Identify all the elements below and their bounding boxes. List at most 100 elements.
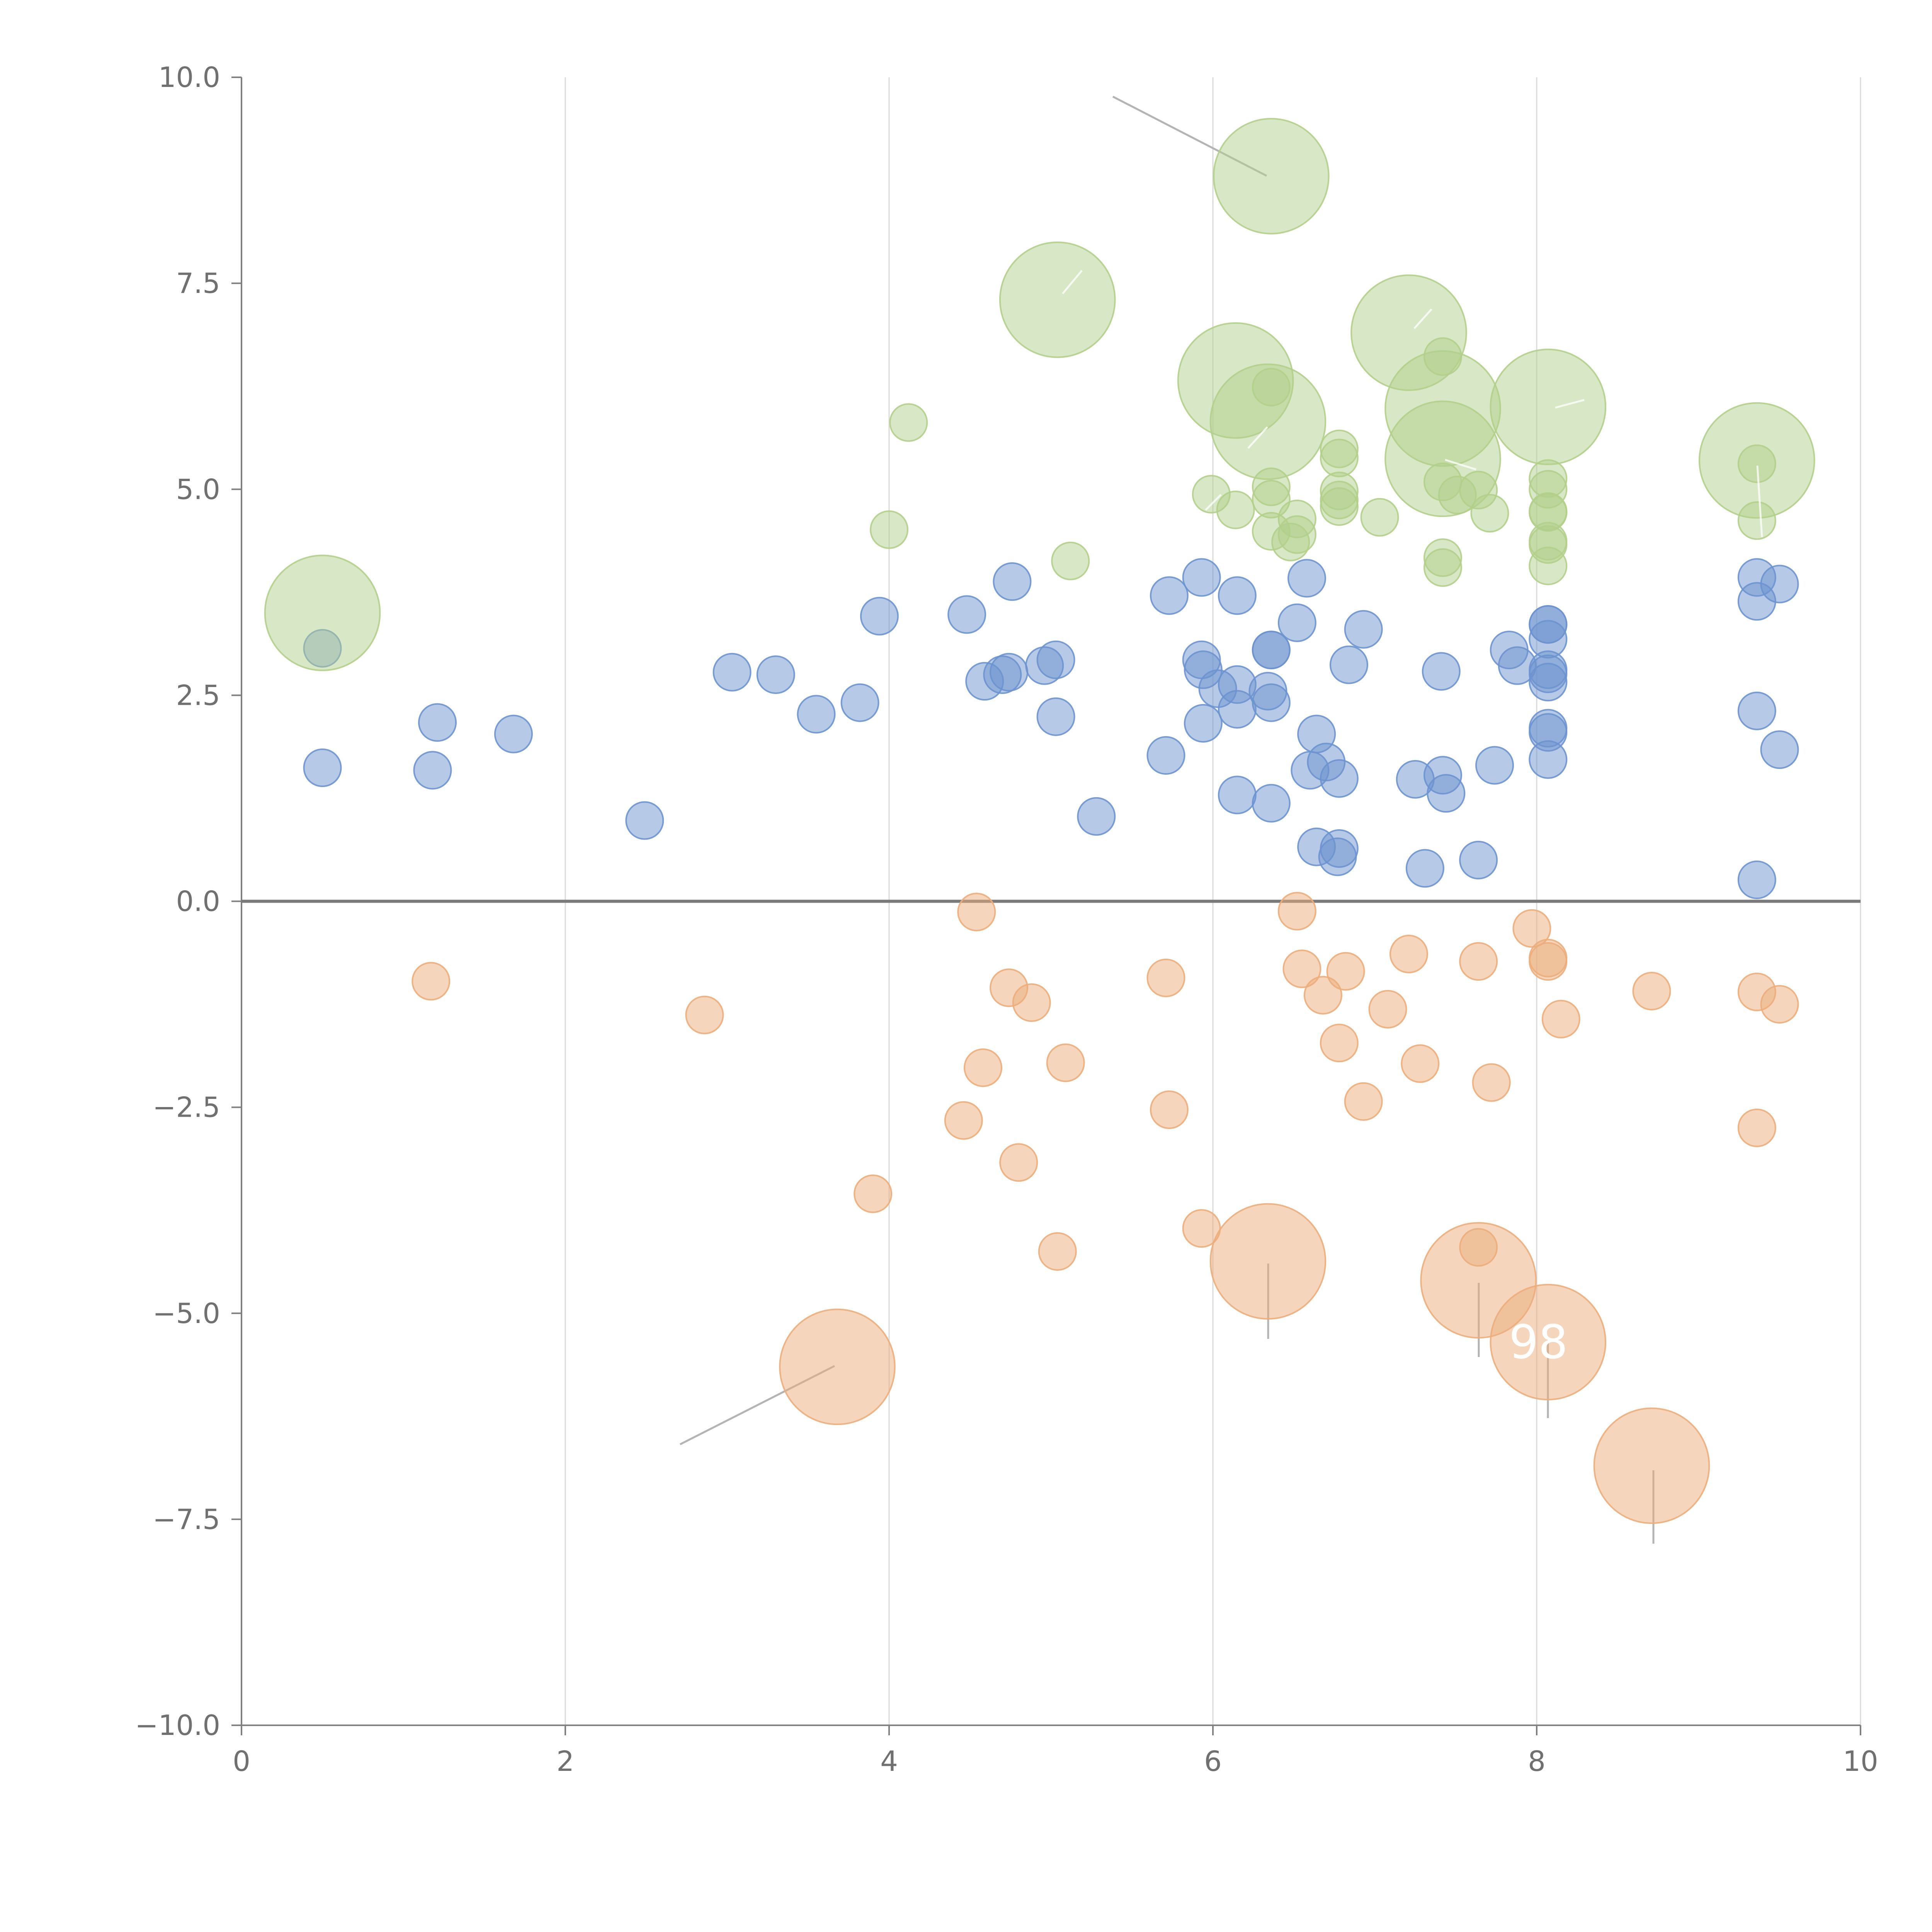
leader-line bbox=[1445, 459, 1476, 471]
data-point-blue bbox=[1760, 730, 1799, 769]
data-point-blue bbox=[1737, 861, 1776, 900]
data-point-green bbox=[1277, 515, 1316, 554]
y-tick-label: −5.0 bbox=[153, 1297, 220, 1330]
data-point-green bbox=[1216, 490, 1255, 529]
x-tick-label: 6 bbox=[1204, 1745, 1222, 1777]
data-points bbox=[264, 118, 1815, 1524]
y-tick-label: −2.5 bbox=[153, 1091, 220, 1124]
data-point-blue bbox=[1422, 652, 1461, 691]
data-point-blue bbox=[1287, 559, 1327, 598]
data-point-blue bbox=[418, 703, 457, 742]
data-point-blue bbox=[1277, 603, 1316, 642]
data-point-orange bbox=[1512, 909, 1551, 948]
data-point-orange bbox=[1146, 958, 1185, 997]
data-point-blue bbox=[1760, 565, 1799, 604]
data-point-green bbox=[1320, 439, 1359, 478]
data-point-blue bbox=[494, 714, 533, 753]
data-point-green bbox=[1360, 498, 1399, 537]
data-point-blue bbox=[993, 562, 1032, 601]
leader-line bbox=[1062, 270, 1083, 294]
y-tick-label: −7.5 bbox=[153, 1503, 220, 1536]
data-point-orange bbox=[1593, 1407, 1710, 1524]
x-tick-label: 4 bbox=[880, 1745, 898, 1777]
data-point-orange bbox=[1529, 939, 1568, 978]
data-point-blue bbox=[1427, 774, 1466, 813]
data-point-blue bbox=[840, 683, 879, 722]
leader-line bbox=[1205, 494, 1222, 511]
data-point-blue bbox=[947, 595, 986, 634]
data-point-blue bbox=[413, 751, 452, 790]
leader-line bbox=[1756, 465, 1763, 537]
data-point-blue bbox=[1344, 610, 1383, 649]
y-tick-label: 2.5 bbox=[176, 679, 220, 711]
data-point-blue bbox=[1252, 683, 1291, 722]
axes-layer: 0 2 4 6 8 10 −10.0 −7.5 −5.0 −2.5 0.0 2.5 5.0 7.5 10.0 bbox=[135, 61, 1878, 1777]
y-tick-label: 5.0 bbox=[176, 473, 220, 505]
data-point-green bbox=[1470, 494, 1509, 533]
data-point-blue bbox=[756, 655, 795, 694]
data-point-green bbox=[264, 554, 381, 671]
data-point-green bbox=[1529, 546, 1568, 585]
data-point-blue bbox=[1218, 776, 1257, 815]
data-point-orange bbox=[944, 1101, 983, 1140]
data-point-blue bbox=[1036, 640, 1075, 679]
data-point-orange bbox=[1490, 1284, 1607, 1401]
data-point-orange bbox=[1150, 1090, 1189, 1129]
data-point-blue bbox=[1475, 746, 1514, 785]
data-point-orange bbox=[999, 1143, 1038, 1182]
data-point-orange bbox=[1038, 1232, 1077, 1271]
data-point-blue bbox=[1146, 736, 1185, 775]
point-label: 98 bbox=[1509, 1316, 1568, 1369]
overlay-lines bbox=[1062, 270, 1763, 537]
data-point-blue bbox=[1320, 759, 1359, 798]
data-point-blue bbox=[1737, 691, 1776, 730]
leader-line bbox=[1413, 308, 1432, 329]
data-point-blue bbox=[303, 748, 342, 787]
data-point-blue bbox=[1329, 645, 1368, 684]
data-point-orange bbox=[1472, 1063, 1511, 1102]
data-point-green bbox=[1737, 501, 1776, 540]
data-point-orange bbox=[1282, 949, 1321, 988]
data-point-green bbox=[1213, 118, 1330, 235]
leader-line bbox=[1247, 426, 1268, 449]
data-point-orange bbox=[964, 1048, 1003, 1087]
data-point-blue bbox=[1529, 663, 1568, 702]
x-tick-label: 10 bbox=[1843, 1745, 1878, 1777]
data-point-blue bbox=[1218, 576, 1257, 615]
data-point-blue bbox=[1529, 740, 1568, 779]
data-point-orange bbox=[1401, 1044, 1440, 1083]
data-point-blue bbox=[797, 695, 836, 734]
data-point-blue bbox=[1184, 704, 1223, 743]
data-point-blue bbox=[1150, 576, 1189, 615]
data-point-orange bbox=[1459, 942, 1498, 981]
data-point-blue bbox=[990, 653, 1029, 692]
data-point-orange bbox=[685, 995, 724, 1034]
data-point-orange bbox=[1277, 892, 1316, 931]
data-point-orange bbox=[1368, 990, 1407, 1029]
data-point-green bbox=[870, 510, 908, 549]
y-tick-label: −10.0 bbox=[135, 1709, 220, 1742]
x-tick-label: 8 bbox=[1528, 1745, 1546, 1777]
data-point-green bbox=[1490, 349, 1607, 465]
data-point-blue bbox=[1252, 784, 1291, 823]
data-point-blue bbox=[625, 801, 664, 840]
data-point-blue bbox=[1405, 849, 1444, 888]
data-point-blue bbox=[713, 653, 752, 692]
data-point-orange bbox=[1012, 983, 1051, 1022]
data-point-orange bbox=[1737, 1108, 1776, 1147]
data-point-orange bbox=[854, 1174, 893, 1213]
y-tick-label: 10.0 bbox=[158, 61, 220, 94]
data-point-blue bbox=[1077, 797, 1116, 836]
data-point-blue bbox=[1320, 829, 1359, 868]
data-point-orange bbox=[1632, 971, 1671, 1010]
data-point-green bbox=[1051, 541, 1090, 580]
data-point-green bbox=[1737, 444, 1776, 483]
data-point-orange bbox=[779, 1308, 896, 1425]
data-point-orange bbox=[412, 962, 451, 1001]
x-tick-label: 2 bbox=[556, 1745, 574, 1777]
data-point-blue bbox=[1036, 697, 1075, 736]
data-point-blue bbox=[1459, 840, 1498, 879]
data-point-orange bbox=[1541, 1000, 1580, 1039]
data-point-orange bbox=[1760, 985, 1799, 1024]
data-point-green bbox=[1423, 548, 1462, 587]
